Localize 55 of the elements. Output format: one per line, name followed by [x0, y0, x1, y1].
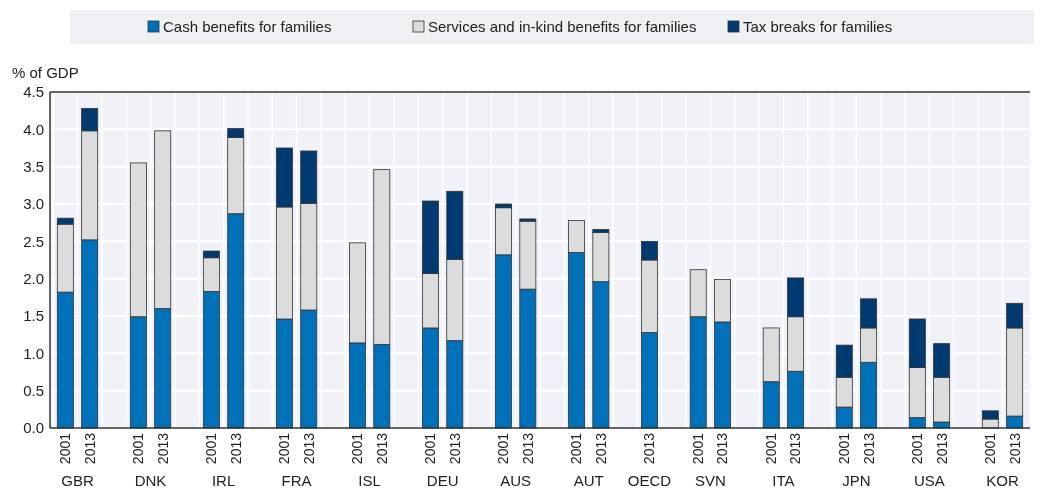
x-tick-label: 2001 — [836, 432, 853, 465]
x-tick-label: 2013 — [933, 432, 950, 465]
y-tick-label: 4.0 — [23, 120, 44, 138]
x-tick-label: 2001 — [568, 432, 585, 465]
text: IRL — [211, 472, 236, 489]
text: FRA — [281, 472, 312, 489]
legend-label: Tax breaks for families — [743, 18, 893, 35]
text: USA — [914, 472, 945, 489]
text: JPN — [842, 472, 871, 489]
x-tick-label: 2013 — [154, 432, 171, 465]
y-tick-label: 3.5 — [23, 157, 44, 175]
y-tick-label: 2.0 — [23, 269, 44, 287]
text: DEU — [426, 472, 459, 489]
y-tick-label: 4.5 — [23, 83, 44, 101]
y-axis-title: % of GDP — [12, 64, 79, 81]
x-tick-label: 2001 — [495, 432, 512, 465]
x-tick-label: 2013 — [519, 432, 536, 465]
x-tick-label: 2013 — [714, 432, 731, 465]
x-tick-label: 2013 — [227, 432, 244, 465]
x-tick-label: 2013 — [860, 432, 877, 465]
x-tick-label: 2013 — [81, 432, 98, 465]
x-tick-label: 2013 — [300, 432, 317, 465]
legend-label: Cash benefits for families — [163, 18, 332, 35]
x-tick-label: 2001 — [690, 432, 707, 465]
x-tick-label: 2013 — [446, 432, 463, 465]
text: OECD — [627, 472, 672, 489]
text: AUT — [573, 472, 604, 489]
x-tick-label: 2001 — [203, 432, 220, 465]
x-tick-label: 2001 — [276, 432, 293, 465]
x-tick-label: 2001 — [422, 432, 439, 465]
y-tick-label: 0.5 — [23, 381, 44, 399]
x-tick-label: 2013 — [373, 432, 390, 465]
x-tick-label: 2013 — [641, 432, 658, 465]
legend-label: Services and in-kind benefits for families — [428, 18, 697, 35]
x-tick-label: 2001 — [130, 432, 147, 465]
x-tick-label: 2013 — [592, 432, 609, 465]
x-tick-label: 2001 — [57, 432, 74, 465]
y-tick-label: 3.0 — [23, 195, 44, 213]
x-tick-label: 2013 — [1006, 432, 1023, 465]
text: ITA — [772, 472, 795, 489]
x-tick-label: 2013 — [787, 432, 804, 465]
x-tick-label: 2001 — [909, 432, 926, 465]
text: DNK — [134, 472, 167, 489]
x-tick-label: 2001 — [349, 432, 366, 465]
x-tick-label: 2001 — [763, 432, 780, 465]
text: SVN — [694, 472, 726, 489]
y-tick-label: 2.5 — [23, 232, 44, 250]
text: ISL — [358, 472, 381, 489]
x-tick-label: 2001 — [982, 432, 999, 465]
text: AUS — [500, 472, 532, 489]
y-tick-label: 1.5 — [23, 307, 44, 325]
y-tick-label: 1.0 — [23, 344, 44, 362]
text: GBR — [61, 472, 94, 489]
y-tick-label: 0.0 — [23, 419, 44, 437]
text: KOR — [986, 472, 1019, 489]
